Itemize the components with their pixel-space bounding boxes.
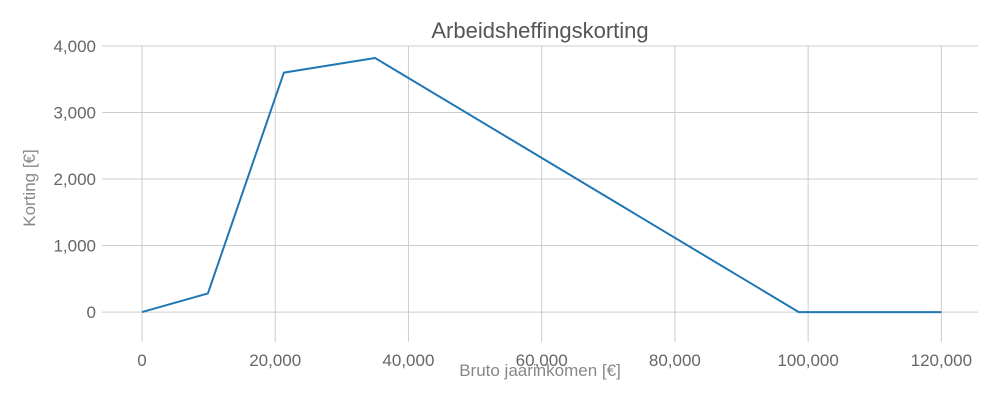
x-tick-label: 0 [137,351,146,370]
x-tick-label: 40,000 [382,351,434,370]
x-tick-label: 120,000 [911,351,972,370]
y-axis: 0 1,000 2,000 3,000 4,000 [53,37,96,322]
y-grid [102,45,978,313]
y-tick-label: 1,000 [53,237,96,256]
x-grid [141,46,942,342]
x-tick-label: 100,000 [777,351,838,370]
chart-title: Arbeidsheffingskorting [431,18,648,43]
y-tick-label: 4,000 [53,37,96,56]
x-tick-label: 20,000 [249,351,301,370]
series-line [141,57,942,314]
y-axis-label: Korting [€] [20,149,39,227]
x-axis: 0 20,000 40,000 60,000 80,000 100,000 120,000 [137,351,972,370]
x-axis-label: Bruto jaarinkomen [€] [459,361,621,380]
x-tick-label: 80,000 [649,351,701,370]
y-tick-label: 3,000 [53,104,96,123]
series-layer [141,57,942,314]
y-tick-label: 2,000 [53,170,96,189]
plot-area [102,45,978,342]
x-tick-label: 60,000 [516,351,568,370]
y-tick-label: 0 [87,303,96,322]
